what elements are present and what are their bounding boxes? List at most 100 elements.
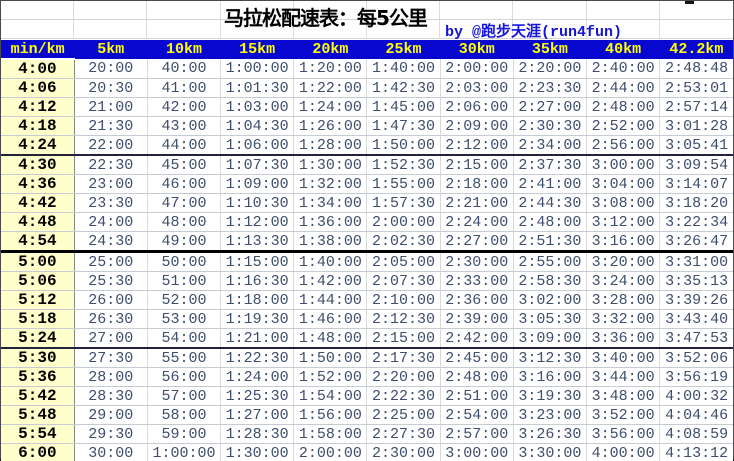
pace-cell[interactable]: 4:36 [1, 174, 75, 194]
split-time-cell[interactable]: 2:00:00 [440, 59, 514, 79]
split-time-cell[interactable]: 3:39:26 [659, 290, 733, 310]
pace-cell[interactable]: 4:54 [1, 231, 75, 253]
split-time-cell[interactable]: 47:00 [147, 193, 222, 213]
split-time-cell[interactable]: 2:52:00 [586, 116, 661, 136]
split-time-cell[interactable]: 1:21:00 [220, 328, 295, 349]
split-time-cell[interactable]: 2:22:30 [366, 386, 441, 406]
split-time-cell[interactable]: 3:35:13 [659, 271, 733, 291]
split-time-cell[interactable]: 26:00 [74, 290, 148, 310]
split-time-cell[interactable]: 1:24:00 [220, 367, 295, 387]
split-time-cell[interactable]: 2:27:00 [440, 231, 514, 253]
split-time-cell[interactable]: 41:00 [147, 78, 222, 98]
column-header-15km[interactable]: 15km [220, 40, 294, 59]
split-time-cell[interactable]: 1:28:30 [220, 424, 295, 444]
split-time-cell[interactable]: 28:30 [74, 386, 148, 406]
split-time-cell[interactable]: 2:05:00 [366, 251, 441, 272]
pace-cell[interactable]: 5:06 [1, 271, 75, 291]
split-time-cell[interactable]: 2:54:00 [440, 405, 514, 425]
split-time-cell[interactable]: 1:19:30 [220, 309, 295, 329]
split-time-cell[interactable]: 2:55:00 [513, 251, 588, 272]
pace-cell[interactable]: 4:00 [1, 59, 75, 79]
split-time-cell[interactable]: 3:20:00 [586, 251, 661, 272]
pace-cell[interactable]: 4:06 [1, 78, 75, 98]
split-time-cell[interactable]: 3:43:40 [659, 309, 733, 329]
split-time-cell[interactable]: 3:19:30 [513, 386, 588, 406]
split-time-cell[interactable]: 2:30:30 [513, 116, 588, 136]
split-time-cell[interactable]: 1:22:00 [293, 78, 368, 98]
split-time-cell[interactable]: 2:56:00 [586, 135, 661, 156]
pace-cell[interactable]: 5:24 [1, 328, 75, 349]
pace-cell[interactable]: 5:12 [1, 290, 75, 310]
split-time-cell[interactable]: 3:26:30 [513, 424, 588, 444]
split-time-cell[interactable]: 2:24:00 [440, 212, 514, 232]
split-time-cell[interactable]: 46:00 [147, 174, 222, 194]
split-time-cell[interactable]: 1:45:00 [366, 97, 441, 117]
split-time-cell[interactable]: 2:23:30 [513, 78, 588, 98]
split-time-cell[interactable]: 3:22:34 [659, 212, 733, 232]
pace-cell[interactable]: 5:36 [1, 367, 75, 387]
split-time-cell[interactable]: 1:00:00 [220, 59, 295, 79]
split-time-cell[interactable]: 3:23:00 [513, 405, 588, 425]
split-time-cell[interactable]: 1:12:00 [220, 212, 295, 232]
split-time-cell[interactable]: 2:18:00 [440, 174, 514, 194]
split-time-cell[interactable]: 3:26:47 [659, 231, 733, 253]
split-time-cell[interactable]: 59:00 [147, 424, 222, 444]
column-header-30km[interactable]: 30km [440, 40, 514, 59]
split-time-cell[interactable]: 1:46:00 [293, 309, 368, 329]
split-time-cell[interactable]: 25:30 [74, 271, 148, 291]
split-time-cell[interactable]: 44:00 [147, 135, 222, 156]
split-time-cell[interactable]: 3:12:30 [513, 348, 588, 368]
split-time-cell[interactable]: 3:44:00 [586, 367, 661, 387]
split-time-cell[interactable]: 57:00 [147, 386, 222, 406]
split-time-cell[interactable]: 26:30 [74, 309, 148, 329]
split-time-cell[interactable]: 50:00 [147, 251, 222, 272]
split-time-cell[interactable]: 2:06:00 [440, 97, 514, 117]
split-time-cell[interactable]: 2:09:00 [440, 116, 514, 136]
pace-cell[interactable]: 5:54 [1, 424, 75, 444]
split-time-cell[interactable]: 2:57:14 [659, 97, 733, 117]
split-time-cell[interactable]: 23:00 [74, 174, 148, 194]
split-time-cell[interactable]: 1:04:30 [220, 116, 295, 136]
split-time-cell[interactable]: 2:34:00 [513, 135, 588, 156]
split-time-cell[interactable]: 2:40:00 [586, 59, 661, 79]
split-time-cell[interactable]: 3:00:00 [586, 155, 661, 175]
split-time-cell[interactable]: 1:32:00 [293, 174, 368, 194]
split-time-cell[interactable]: 22:30 [74, 155, 148, 175]
split-time-cell[interactable]: 49:00 [147, 231, 222, 253]
split-time-cell[interactable]: 1:48:00 [293, 328, 368, 349]
split-time-cell[interactable]: 3:36:00 [586, 328, 661, 349]
split-time-cell[interactable]: 1:13:30 [220, 231, 295, 253]
split-time-cell[interactable]: 1:42:00 [293, 271, 368, 291]
split-time-cell[interactable]: 3:48:00 [586, 386, 661, 406]
split-time-cell[interactable]: 51:00 [147, 271, 222, 291]
split-time-cell[interactable]: 1:50:00 [366, 135, 441, 156]
split-time-cell[interactable]: 2:41:00 [513, 174, 588, 194]
split-time-cell[interactable]: 1:00:00 [147, 443, 222, 461]
column-header-25km[interactable]: 25km [366, 40, 441, 59]
split-time-cell[interactable]: 1:30:00 [220, 443, 295, 461]
split-time-cell[interactable]: 24:30 [74, 231, 148, 253]
split-time-cell[interactable]: 2:39:00 [440, 309, 514, 329]
split-time-cell[interactable]: 2:45:00 [440, 348, 514, 368]
split-time-cell[interactable]: 1:01:30 [220, 78, 295, 98]
split-time-cell[interactable]: 1:57:30 [366, 193, 441, 213]
split-time-cell[interactable]: 3:24:00 [586, 271, 661, 291]
split-time-cell[interactable]: 3:52:00 [586, 405, 661, 425]
split-time-cell[interactable]: 3:12:00 [586, 212, 661, 232]
split-time-cell[interactable]: 2:00:00 [293, 443, 368, 461]
split-time-cell[interactable]: 3:32:00 [586, 309, 661, 329]
split-time-cell[interactable]: 2:48:00 [586, 97, 661, 117]
split-time-cell[interactable]: 20:30 [74, 78, 148, 98]
split-time-cell[interactable]: 2:33:00 [440, 271, 514, 291]
column-header-42.2km[interactable]: 42.2km [659, 40, 733, 59]
split-time-cell[interactable]: 2:53:01 [659, 78, 733, 98]
split-time-cell[interactable]: 1:28:00 [293, 135, 368, 156]
split-time-cell[interactable]: 2:12:00 [440, 135, 514, 156]
split-time-cell[interactable]: 3:01:28 [659, 116, 733, 136]
split-time-cell[interactable]: 2:48:00 [513, 212, 588, 232]
split-time-cell[interactable]: 1:40:00 [366, 59, 441, 79]
pace-cell[interactable]: 4:24 [1, 135, 75, 156]
split-time-cell[interactable]: 27:30 [74, 348, 148, 368]
split-time-cell[interactable]: 22:00 [74, 135, 148, 156]
split-time-cell[interactable]: 3:52:06 [659, 348, 733, 368]
